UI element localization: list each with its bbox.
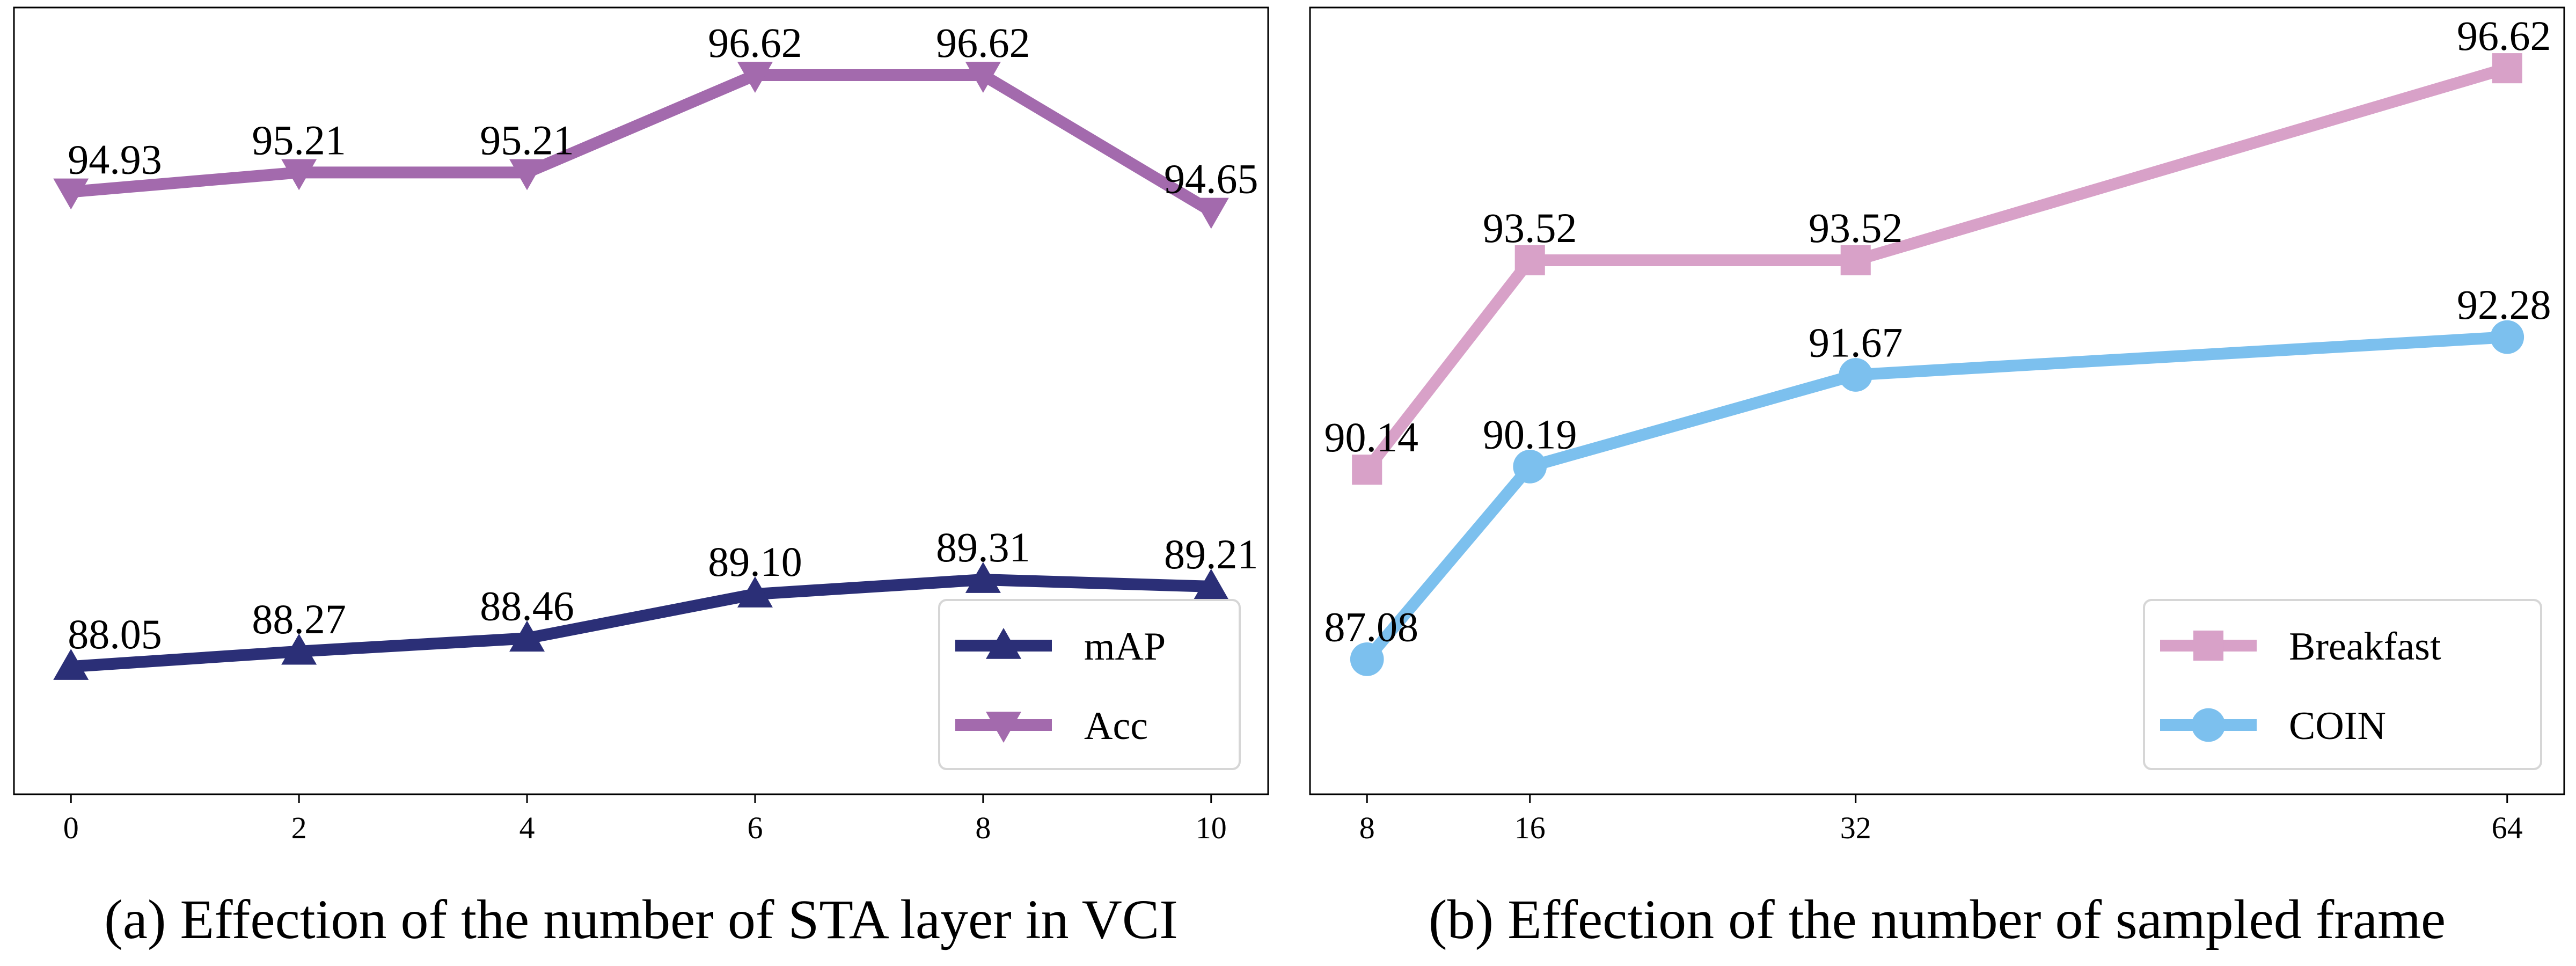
data-label-map: 89.21 [1164,531,1258,577]
x-tick-label: 8 [1359,810,1375,845]
data-point-map [965,562,1001,593]
plot-frame [13,6,1269,795]
data-label-acc: 94.65 [1164,155,1258,202]
data-point-acc [1193,197,1229,229]
data-label-map: 88.05 [68,611,162,657]
data-label-map: 88.46 [480,582,574,629]
data-point-breakfast [1514,245,1545,276]
chart-panel-a: 0 2 4 6 8 10 88.05 88.27 88.46 89.10 89.31 89.21 94.… [13,6,1269,950]
x-tick-label: 2 [291,810,307,845]
data-point-breakfast [2492,53,2522,84]
data-label-acc: 95.21 [252,116,346,163]
legend-label-coin: COIN [2289,704,2386,748]
series-line-acc [65,69,1217,217]
data-point-acc [965,62,1001,93]
data-label-acc: 96.62 [936,19,1030,66]
data-label-map: 89.10 [708,538,802,585]
data-point-acc [509,159,545,191]
legend-label-map: mAP [1084,625,1166,669]
panel-caption: (a) Effection of the number of STA layer… [104,889,1178,950]
data-label-breakfast: 93.52 [1809,204,1903,251]
chart-panel-b: 8 16 32 64 90.14 93.52 93.52 96.62 87.08 90.19 91.… [1309,6,2565,950]
data-point-map [53,649,89,680]
data-label-acc: 96.62 [708,19,802,66]
x-tick-label: 10 [1196,810,1227,845]
legend-label-breakfast: Breakfast [2289,625,2441,669]
x-tick-label: 32 [1840,810,1871,845]
legend-label-acc: Acc [1084,704,1148,748]
data-label-map: 88.27 [252,596,346,642]
series-line-breakfast [1361,62,2513,476]
x-tick-label: 64 [2492,810,2523,845]
data-point-breakfast [1840,245,1871,276]
series-line-coin [1361,331,2513,665]
data-point-coin [1350,642,1384,676]
x-tick-label: 8 [975,810,991,845]
data-label-breakfast: 90.14 [1324,414,1418,460]
data-label-coin: 87.08 [1324,603,1418,650]
data-point-breakfast [1352,455,1382,485]
plot-frame [1309,6,2565,795]
data-point-map [1193,568,1229,600]
x-tick-label: 0 [63,810,79,845]
data-label-breakfast: 96.62 [2457,12,2551,59]
data-label-coin: 92.28 [2457,281,2551,328]
legend-marker-map [986,628,1021,659]
legend: mAP Acc [938,599,1241,770]
data-point-coin [1513,450,1547,484]
data-point-acc [737,62,773,93]
data-label-breakfast: 93.52 [1483,204,1577,251]
data-point-acc [53,178,89,210]
data-point-map [509,620,545,652]
data-point-coin [1839,358,1873,392]
data-point-acc [281,159,317,191]
legend-marker-acc [986,712,1021,743]
data-label-acc: 94.93 [68,136,162,182]
data-label-acc: 95.21 [480,116,574,163]
panel-caption: (b) Effection of the number of sampled f… [1429,889,2446,950]
data-point-coin [2490,320,2524,354]
legend-marker-coin [2191,708,2226,742]
data-point-map [737,576,773,608]
x-tick-label: 16 [1514,810,1546,845]
legend: Breakfast COIN [2143,599,2542,770]
data-label-coin: 91.67 [1809,319,1903,366]
data-label-coin: 90.19 [1483,411,1577,457]
x-tick-label: 6 [747,810,763,845]
legend-marker-breakfast [2193,630,2224,661]
x-tick-label: 4 [519,810,535,845]
data-label-map: 89.31 [936,524,1030,570]
data-point-map [281,633,317,665]
series-line-map [65,574,1217,673]
